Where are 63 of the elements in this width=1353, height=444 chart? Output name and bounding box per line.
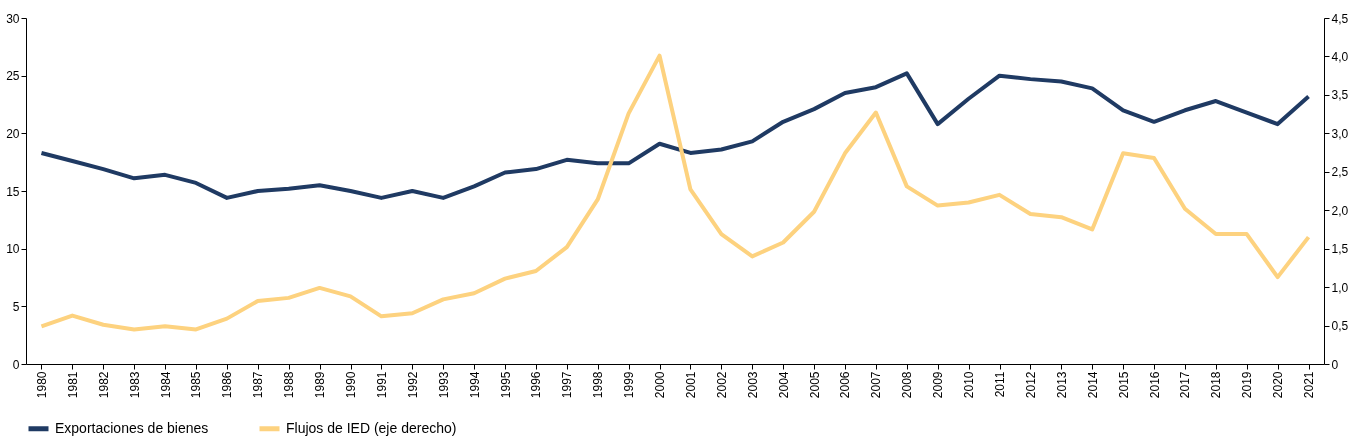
x-tick-label: 2006 xyxy=(838,371,853,399)
line-series xyxy=(39,53,1311,332)
y-tick-label: 20 xyxy=(6,126,20,141)
x-tick-label: 2018 xyxy=(1209,371,1224,399)
x-tick-label: 2005 xyxy=(807,371,822,399)
y2-tick-label: 4,0 xyxy=(1331,49,1349,64)
x-tick-label: 1987 xyxy=(251,371,266,399)
y2-tick-label: 0 xyxy=(1331,357,1339,372)
y-tick-label: 10 xyxy=(6,242,20,257)
x-tick-label: 1989 xyxy=(313,371,328,399)
y2-tick-label: 0,5 xyxy=(1331,319,1349,334)
y2-tick-label: 3,0 xyxy=(1331,126,1349,141)
y2-tick-label: 1,0 xyxy=(1331,280,1349,295)
y2-tick-label: 3,5 xyxy=(1331,88,1349,103)
x-tick-label: 2002 xyxy=(714,371,729,399)
x-tick-label: 1982 xyxy=(96,371,111,399)
x-tick-label: 2014 xyxy=(1085,371,1100,399)
legend-label: Exportaciones de bienes xyxy=(55,419,209,436)
x-tick-label: 1983 xyxy=(127,371,142,399)
x-tick-label: 2003 xyxy=(745,371,760,399)
y2-tick-label: 2,0 xyxy=(1331,203,1349,218)
x-tick-label: 2020 xyxy=(1271,371,1286,399)
x-tick-label: 2001 xyxy=(683,371,698,399)
y-tick-label: 30 xyxy=(6,11,20,26)
y2-tick-label: 1,5 xyxy=(1331,242,1349,257)
x-tick-label: 2007 xyxy=(869,371,884,399)
x-tick-label: 1985 xyxy=(189,371,204,399)
x-tick-label: 2015 xyxy=(1116,371,1131,399)
x-tick-label: 1996 xyxy=(529,371,544,399)
x-tick-label: 1991 xyxy=(374,371,389,399)
x-tick-label: 1993 xyxy=(436,371,451,399)
y2-tick-label: 2,5 xyxy=(1331,165,1349,180)
y-tick-label: 5 xyxy=(12,299,20,314)
x-tick-label: 2019 xyxy=(1240,371,1255,399)
x-tick-label: 1984 xyxy=(158,371,173,399)
legend-label: Flujos de IED (eje derecho) xyxy=(286,419,457,436)
x-tick-label: 2016 xyxy=(1147,371,1162,399)
x-tick-label: 2000 xyxy=(653,371,668,399)
y-tick-label: 0 xyxy=(12,357,20,372)
y-tick-label: 25 xyxy=(6,69,20,84)
x-tick-label: 2012 xyxy=(1023,371,1038,399)
x-tick-label: 1981 xyxy=(65,371,80,399)
x-tick-label: 1986 xyxy=(220,371,235,399)
x-tick-label: 2010 xyxy=(962,371,977,399)
x-tick-label: 1994 xyxy=(467,371,482,399)
x-tick-label: 1990 xyxy=(344,371,358,399)
x-tick-label: 2004 xyxy=(776,371,791,399)
line-series xyxy=(39,71,1311,200)
x-tick-label: 1998 xyxy=(591,371,606,399)
x-tick-label: 2013 xyxy=(1054,371,1069,399)
x-tick-label: 1997 xyxy=(560,371,575,399)
y-tick-label: 15 xyxy=(6,184,20,199)
x-tick-label: 1992 xyxy=(405,371,420,399)
x-tick-label: 2017 xyxy=(1178,371,1193,399)
x-tick-label: 1980 xyxy=(34,371,49,399)
x-tick-label: 2011 xyxy=(993,371,1007,398)
x-tick-label: 1988 xyxy=(282,371,297,399)
y2-tick-label: 4,5 xyxy=(1331,11,1349,26)
x-tick-label: 1995 xyxy=(498,371,513,399)
x-tick-label: 2008 xyxy=(900,371,915,399)
x-tick-label: 1999 xyxy=(622,371,637,399)
x-tick-label: 2021 xyxy=(1302,371,1317,399)
x-tick-label: 2009 xyxy=(931,371,946,399)
